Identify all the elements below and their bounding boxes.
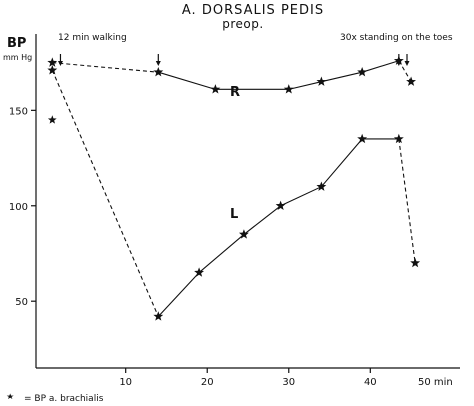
x-tick-label-10: 10 <box>119 377 132 388</box>
x-tick-label-20: 20 <box>201 377 214 388</box>
series-L-segment-7 <box>398 138 416 264</box>
series-R-point-5 <box>357 66 368 77</box>
series-R-segment-4 <box>321 71 363 83</box>
series-R-segment-3 <box>288 81 322 90</box>
series-label-R: R <box>230 85 240 100</box>
series-L-point-6 <box>357 133 368 144</box>
series-R-point-0 <box>47 57 58 67</box>
series-R-point-2 <box>210 84 221 94</box>
series-L-point-7 <box>393 133 404 144</box>
annotation-standing: 30x standing on the toes <box>340 33 453 43</box>
chart-title: A. DORSALIS PEDIS <box>182 3 324 18</box>
y-axis-label: BP <box>7 36 26 51</box>
series-L-point-4 <box>275 200 286 210</box>
x-axis-unit-label: 50 min <box>418 377 453 388</box>
event-arrow-icon-1 <box>155 54 161 66</box>
series-R-point-1 <box>153 66 164 77</box>
series-L-point-8 <box>410 257 421 268</box>
chart-subtitle: preop. <box>222 17 263 31</box>
legend-brachial: = BP a. brachialis <box>6 393 104 404</box>
series-L-point-5 <box>316 181 327 191</box>
axis-ticks: 50 100 150 10 20 30 40 <box>9 106 377 388</box>
annotation-walking: 12 min walking <box>58 33 127 43</box>
x-tick-label-40: 40 <box>364 377 377 388</box>
series-L-segment-5 <box>320 138 363 188</box>
series-L-segment-1 <box>157 272 200 317</box>
series-L-point-1 <box>153 311 164 321</box>
event-arrow-icon-3 <box>404 54 410 66</box>
series-label-L: L <box>230 207 238 222</box>
series-group <box>51 60 416 317</box>
series-R-segment-5 <box>361 60 400 73</box>
series-R-segment-1 <box>158 71 216 90</box>
series-L-point-2 <box>194 267 205 277</box>
series-L-segment-4 <box>280 186 322 207</box>
y-tick-label-50: 50 <box>15 297 28 308</box>
brachial-point-0 <box>47 115 57 124</box>
series-L-segment-0 <box>51 70 159 317</box>
y-axis-unit: mm Hg <box>3 53 32 62</box>
event-arrows <box>57 54 410 66</box>
legend-brachial-text: = BP a. brachialis <box>24 394 104 404</box>
series-R-segment-0 <box>52 62 159 73</box>
series-R-point-7 <box>406 76 417 86</box>
x-tick-label-30: 30 <box>282 377 295 388</box>
event-arrow-icon-0 <box>57 54 63 66</box>
series-R-point-3 <box>283 84 294 94</box>
data-marks <box>47 55 421 321</box>
series-R-point-6 <box>393 55 404 65</box>
y-tick-label-100: 100 <box>9 202 28 213</box>
series-L-point-0 <box>47 65 58 75</box>
series-L-segment-3 <box>243 205 281 235</box>
y-tick-label-150: 150 <box>9 106 28 117</box>
series-L-segment-2 <box>198 233 245 273</box>
series-L-point-3 <box>238 229 249 239</box>
legend-star-icon <box>6 393 14 399</box>
series-R-point-4 <box>316 76 327 86</box>
